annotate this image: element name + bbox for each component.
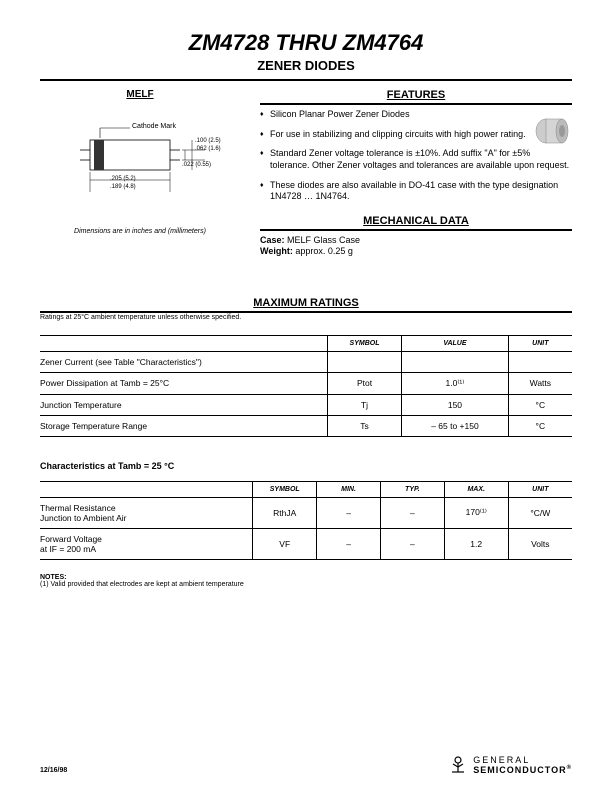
feature-list: Silicon Planar Power Zener Diodes For us… — [260, 109, 572, 203]
th: MAX. — [444, 481, 508, 497]
table-cell: 170⁽¹⁾ — [444, 497, 508, 528]
th — [40, 481, 253, 497]
table-cell: – 65 to +150 — [402, 415, 508, 436]
th: SYMBOL — [253, 481, 317, 497]
characteristics-table: SYMBOL MIN. TYP. MAX. UNIT Thermal Resis… — [40, 481, 572, 560]
case-label: Case: — [260, 235, 285, 245]
dim5: .189 (4.8) — [110, 184, 136, 190]
dim4: .205 (5.2) — [110, 176, 136, 182]
feature-item: Silicon Planar Power Zener Diodes — [260, 109, 572, 121]
th: TYP. — [380, 481, 444, 497]
th: UNIT — [508, 481, 572, 497]
table-cell: Power Dissipation at Tamb = 25°C — [40, 372, 327, 394]
right-column: FEATURES Silicon Planar Power Zener Diod… — [260, 89, 572, 257]
table-cell: Forward Voltageat IF = 200 mA — [40, 528, 253, 559]
logo-text: GENERAL SEMICONDUCTOR® — [473, 756, 572, 775]
cathode-label: Cathode Mark — [132, 123, 176, 130]
brand-line2: SEMICONDUCTOR — [473, 765, 566, 775]
left-column: MELF — [40, 89, 240, 257]
th — [40, 335, 327, 351]
table-cell: °C — [508, 394, 572, 415]
brand-line1: GENERAL — [473, 755, 530, 765]
table-cell — [327, 351, 401, 372]
table-cell: Ptot — [327, 372, 401, 394]
weight-label: Weight: — [260, 246, 293, 256]
feature-item: Standard Zener voltage tolerance is ±10%… — [260, 148, 572, 171]
footer-logo: GENERAL SEMICONDUCTOR® — [447, 754, 572, 776]
table-cell: Storage Temperature Range — [40, 415, 327, 436]
table-cell: VF — [253, 528, 317, 559]
table-cell: Junction Temperature — [40, 394, 327, 415]
reg-mark: ® — [567, 765, 572, 771]
table-cell: 150 — [402, 394, 508, 415]
table-cell: – — [317, 497, 381, 528]
characteristics-title: Characteristics at Tamb = 25 °C — [40, 461, 572, 471]
package-diagram: Cathode Mark .100 (2.5) .062 (1.6) .022 … — [40, 110, 240, 210]
footer-date: 12/16/98 — [40, 767, 67, 774]
table-row: Junction TemperatureTj150°C — [40, 394, 572, 415]
mechanical-header: MECHANICAL DATA — [260, 215, 572, 231]
mechanical-data: Case: MELF Glass Case Weight: approx. 0.… — [260, 235, 572, 257]
feature-item: For use in stabilizing and clipping circ… — [260, 129, 572, 141]
table-cell: Volts — [508, 528, 572, 559]
table-cell: Ts — [327, 415, 401, 436]
table-row: Thermal ResistanceJunction to Ambient Ai… — [40, 497, 572, 528]
table-cell: – — [380, 497, 444, 528]
melf-header: MELF — [40, 89, 240, 100]
ratings-header: MAXIMUM RATINGS — [40, 297, 572, 313]
component-icon — [532, 113, 572, 149]
dimension-note: Dimensions are in inches and (millimeter… — [40, 228, 240, 235]
title-main: ZM4728 THRU ZM4764 — [40, 30, 572, 56]
table-cell — [402, 351, 508, 372]
notes-label: NOTES: — [40, 574, 66, 581]
table-cell: Zener Current (see Table "Characteristic… — [40, 351, 327, 372]
dim3: .022 (0.55) — [182, 162, 211, 168]
features-header: FEATURES — [260, 89, 572, 105]
table-cell: Thermal ResistanceJunction to Ambient Ai… — [40, 497, 253, 528]
notes-block: NOTES: (1) Valid provided that electrode… — [40, 574, 572, 588]
table-cell — [508, 351, 572, 372]
table-cell: 1.2 — [444, 528, 508, 559]
table-cell: – — [380, 528, 444, 559]
dim2: .062 (1.6) — [195, 146, 221, 152]
table-row: Storage Temperature RangeTs– 65 to +150°… — [40, 415, 572, 436]
feature-item: These diodes are also available in DO-41… — [260, 180, 572, 203]
table-row: Zener Current (see Table "Characteristic… — [40, 351, 572, 372]
table-cell: °C/W — [508, 497, 572, 528]
table-cell: RthJA — [253, 497, 317, 528]
title-sub: ZENER DIODES — [40, 58, 572, 81]
top-section: MELF — [40, 89, 572, 257]
table-cell: Watts — [508, 372, 572, 394]
table-cell: 1.0⁽¹⁾ — [402, 372, 508, 394]
table-cell: Tj — [327, 394, 401, 415]
th: UNIT — [508, 335, 572, 351]
logo-icon — [447, 754, 469, 776]
table-row: Forward Voltageat IF = 200 mAVF––1.2Volt… — [40, 528, 572, 559]
ratings-table: SYMBOL VALUE UNIT Zener Current (see Tab… — [40, 335, 572, 437]
weight-value: approx. 0.25 g — [295, 246, 353, 256]
dim1: .100 (2.5) — [195, 138, 221, 144]
case-value: MELF Glass Case — [287, 235, 360, 245]
table-row: Power Dissipation at Tamb = 25°CPtot1.0⁽… — [40, 372, 572, 394]
th: MIN. — [317, 481, 381, 497]
th: SYMBOL — [327, 335, 401, 351]
table-cell: °C — [508, 415, 572, 436]
table-cell: – — [317, 528, 381, 559]
ratings-note: Ratings at 25°C ambient temperature unle… — [40, 314, 572, 321]
th: VALUE — [402, 335, 508, 351]
notes-text: (1) Valid provided that electrodes are k… — [40, 581, 244, 588]
